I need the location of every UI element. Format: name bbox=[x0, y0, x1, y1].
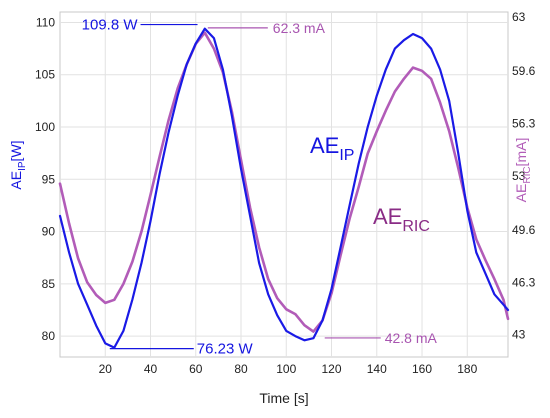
x-tick-label: 160 bbox=[412, 362, 432, 376]
grid bbox=[60, 12, 508, 357]
x-tick-label: 20 bbox=[99, 362, 113, 376]
right-y-tick-label: 46.3 bbox=[512, 275, 536, 289]
left-y-axis-label-unit: [W] bbox=[8, 140, 24, 161]
left-y-tick-label: 90 bbox=[42, 225, 56, 239]
right-y-tick-label: 53 bbox=[512, 169, 526, 183]
series-line-ae-ip bbox=[58, 27, 510, 349]
x-tick-label: 60 bbox=[189, 362, 203, 376]
left-y-axis-label: AEIP[W] bbox=[8, 140, 28, 189]
legend-ae-ric: AERIC bbox=[373, 204, 430, 235]
annotations: 109.8 W 62.3 mA 76.23 W 42.8 mA bbox=[82, 17, 438, 358]
x-tick-label: 80 bbox=[234, 362, 248, 376]
x-tick-label: 40 bbox=[144, 362, 158, 376]
left-y-tick-label: 85 bbox=[42, 277, 56, 291]
right-y-tick-label: 49.6 bbox=[512, 223, 536, 237]
x-tick-label: 120 bbox=[321, 362, 341, 376]
right-y-tick-label: 43 bbox=[512, 328, 526, 342]
right-y-axis-label-main: AE bbox=[513, 184, 529, 203]
left-y-tick-label: 110 bbox=[36, 15, 55, 29]
x-tick-label: 180 bbox=[457, 362, 477, 376]
annotation-label: 109.8 W bbox=[82, 17, 139, 34]
left-y-tick-label: 100 bbox=[35, 120, 55, 134]
annotation-label: 76.23 W bbox=[197, 341, 254, 358]
left-y-tick-label: 80 bbox=[42, 329, 56, 343]
x-axis-label: Time [s] bbox=[259, 390, 308, 406]
legend-ae-ric-main: AE bbox=[373, 204, 402, 229]
left-y-axis-label-main: AE bbox=[8, 171, 24, 190]
left-y-tick-labels: 80 85 90 95 100 105 110 bbox=[35, 15, 55, 343]
right-y-axis-label-unit: [mA] bbox=[513, 138, 529, 167]
left-y-tick-label: 95 bbox=[42, 172, 56, 186]
annotation-label: 42.8 mA bbox=[385, 330, 438, 346]
left-y-tick-label: 105 bbox=[35, 68, 55, 82]
x-tick-label: 100 bbox=[276, 362, 296, 376]
right-y-tick-label: 56.3 bbox=[512, 116, 536, 130]
legend-ae-ip: AEIP bbox=[310, 133, 354, 164]
right-y-tick-label: 59.6 bbox=[512, 64, 536, 78]
plot-area bbox=[59, 11, 509, 358]
left-y-axis-label-sub: IP bbox=[17, 161, 28, 171]
legend-ae-ip-sub: IP bbox=[339, 147, 354, 164]
right-y-tick-label: 63 bbox=[512, 10, 526, 24]
legend-ae-ip-main: AE bbox=[310, 133, 339, 158]
right-y-axis-label: AERIC[mA] bbox=[513, 138, 533, 203]
legend-ae-ric-sub: RIC bbox=[402, 218, 430, 235]
x-tick-labels: 20 40 60 80 100 120 140 160 180 bbox=[99, 362, 478, 376]
annotation-label: 62.3 mA bbox=[273, 20, 326, 36]
series-lines bbox=[58, 27, 510, 349]
right-y-axis-label-sub: RIC bbox=[522, 166, 533, 183]
series-line-ae-ric bbox=[58, 31, 510, 333]
x-tick-label: 140 bbox=[367, 362, 387, 376]
right-y-tick-labels: 43 46.3 49.6 53 56.3 59.6 63 bbox=[512, 10, 536, 342]
